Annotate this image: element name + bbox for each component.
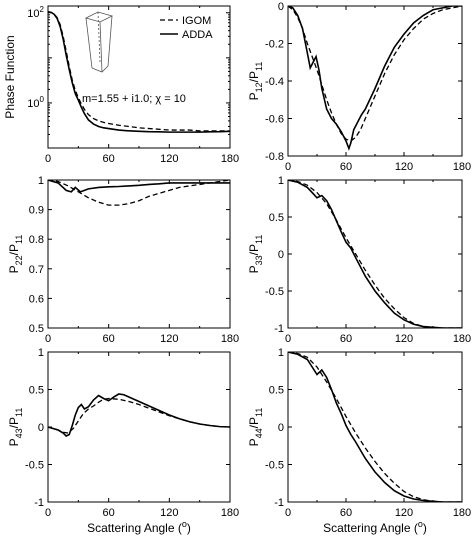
column-crystal-icon bbox=[84, 11, 114, 73]
y-tick-label: -0.2 bbox=[265, 39, 284, 51]
y-tick-label: -0.4 bbox=[265, 76, 284, 88]
x-axis-label: Scattering Angle (o) bbox=[323, 519, 427, 535]
x-tick-label: 180 bbox=[453, 333, 471, 345]
y-tick-label: -1 bbox=[34, 497, 44, 509]
x-tick-label: 120 bbox=[160, 153, 178, 165]
x-tick-label: 0 bbox=[285, 333, 291, 345]
legend: IGOM ADDA bbox=[160, 15, 213, 41]
x-axis-label: Scattering Angle (o) bbox=[87, 519, 191, 535]
y-tick-label: 0 bbox=[278, 249, 284, 261]
y-tick-label: -0.8 bbox=[265, 151, 284, 163]
x-tick-label: 180 bbox=[221, 333, 239, 345]
y-tick-label: -0.5 bbox=[265, 460, 284, 472]
y-tick-label: 0 bbox=[278, 1, 284, 13]
y-axis-label: P12/P11 bbox=[247, 62, 264, 101]
panel-p43: 0 60 120 180 1 0.5 0 -0.5 -1 P43/P11 Scattering An… bbox=[7, 347, 239, 535]
panel-p33: 0 60 120 180 1 0.5 0 -0.5 -1 P33/P11 bbox=[247, 175, 471, 345]
x-tick-label: 60 bbox=[340, 507, 352, 519]
y-tick-label: 1 bbox=[278, 175, 284, 187]
panel-p44: 0 60 120 180 1 0.5 0 -0.5 -1 P44/P11 Scattering An… bbox=[247, 347, 471, 535]
y-tick-label: 0 bbox=[38, 422, 44, 434]
y-axis-label: P33/P11 bbox=[247, 235, 264, 274]
y-tick-label: -0.5 bbox=[265, 286, 284, 298]
y-tick-label: 0.8 bbox=[29, 234, 44, 246]
x-tick-label: 120 bbox=[395, 507, 413, 519]
panel-p11: 0 60 120 180 102 100 Phase Function IGOM ADDA m=1… bbox=[3, 5, 239, 165]
panel-p22: 0 60 120 180 1 0.9 0.8 0.7 0.6 0.5 P22/P11 bbox=[7, 175, 239, 345]
y-tick-label: 0.6 bbox=[29, 293, 44, 305]
x-tick-label: 180 bbox=[221, 507, 239, 519]
x-tick-label: 120 bbox=[395, 161, 413, 173]
series-line-adda bbox=[48, 11, 230, 133]
annotation-text: m=1.55 + i1.0; χ = 10 bbox=[82, 93, 186, 105]
x-tick-label: 180 bbox=[453, 161, 471, 173]
series-line-adda bbox=[48, 393, 230, 437]
y-axis-label: P43/P11 bbox=[7, 408, 24, 447]
y-tick-label: 100 bbox=[27, 95, 44, 110]
y-tick-label: 0.5 bbox=[269, 385, 284, 397]
x-tick-label: 60 bbox=[103, 507, 115, 519]
y-tick-label: 1 bbox=[278, 347, 284, 359]
y-axis-label: Phase Function bbox=[3, 35, 17, 118]
series-line-adda bbox=[288, 180, 462, 328]
y-tick-label: 0.5 bbox=[269, 212, 284, 224]
y-tick-label: -1 bbox=[274, 323, 284, 335]
x-tick-label: 120 bbox=[160, 507, 178, 519]
y-tick-label: 0.9 bbox=[29, 205, 44, 217]
series-line-igom bbox=[48, 180, 230, 206]
y-tick-label: 0.7 bbox=[29, 264, 44, 276]
x-tick-label: 60 bbox=[340, 161, 352, 173]
x-tick-label: 0 bbox=[45, 153, 51, 165]
x-tick-label: 0 bbox=[285, 161, 291, 173]
x-tick-label: 60 bbox=[103, 333, 115, 345]
x-tick-label: 180 bbox=[453, 507, 471, 519]
y-tick-label: -0.6 bbox=[265, 114, 284, 126]
y-tick-label: 1 bbox=[38, 175, 44, 187]
x-tick-label: 180 bbox=[221, 153, 239, 165]
series-line-adda bbox=[288, 6, 462, 151]
x-tick-label: 60 bbox=[340, 333, 352, 345]
y-tick-label: 1 bbox=[38, 347, 44, 359]
series-line-igom bbox=[48, 11, 230, 132]
x-tick-label: 0 bbox=[285, 507, 291, 519]
y-tick-label: 0.5 bbox=[29, 323, 44, 335]
series-line-igom bbox=[288, 6, 462, 142]
legend-label-adda: ADDA bbox=[182, 29, 213, 41]
y-axis-label: P44/P11 bbox=[247, 408, 264, 447]
x-tick-label: 0 bbox=[45, 333, 51, 345]
panel-p12: 0 60 120 180 0 -0.2 -0.4 -0.6 -0.8 P12/P11 bbox=[247, 1, 471, 173]
y-axis-label: P22/P11 bbox=[7, 235, 24, 274]
series-line-adda bbox=[288, 352, 462, 502]
x-tick-label: 120 bbox=[160, 333, 178, 345]
y-tick-label: -1 bbox=[274, 497, 284, 509]
x-tick-label: 0 bbox=[45, 507, 51, 519]
y-tick-label: -0.5 bbox=[25, 460, 44, 472]
y-tick-label: 102 bbox=[27, 5, 44, 20]
y-tick-label: 0.5 bbox=[29, 385, 44, 397]
legend-label-igom: IGOM bbox=[182, 15, 211, 27]
x-tick-label: 60 bbox=[103, 153, 115, 165]
y-tick-label: 0 bbox=[278, 422, 284, 434]
series-line-igom bbox=[288, 180, 462, 328]
series-line-adda bbox=[48, 180, 230, 193]
x-tick-label: 120 bbox=[395, 333, 413, 345]
